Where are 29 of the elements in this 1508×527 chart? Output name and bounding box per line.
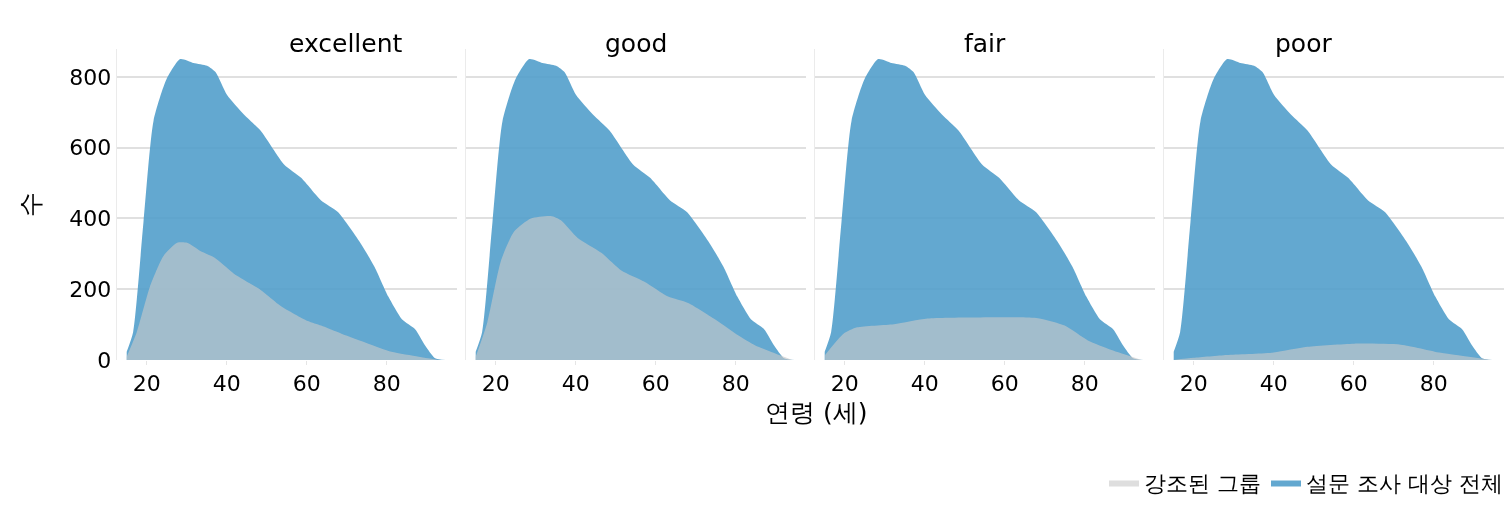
x-tick-label: 20 [132,371,161,397]
x-tick-label: 20 [830,371,859,397]
y-tick-label: 200 [69,276,112,302]
x-axis-title: 연령 (세) [765,398,868,427]
x-tick-label: 40 [910,371,939,397]
y-axis-title: 수 [16,191,46,217]
x-tick-label: 60 [292,371,321,397]
x-tick-label: 60 [641,371,670,397]
chart-title: poor [1275,29,1333,58]
x-tick-label: 40 [1259,371,1288,397]
x-tick-label: 60 [1339,371,1368,397]
x-tick-label: 20 [481,371,510,397]
y-tick-label: 400 [69,206,112,232]
legend-label: 강조된 그룹 [1144,471,1261,497]
x-tick-label: 80 [721,371,750,397]
y-tick-label: 800 [69,64,112,90]
chart-title: good [605,29,668,58]
x-tick-label: 60 [990,371,1019,397]
x-tick-label: 20 [1179,371,1208,397]
y-tick-label: 600 [69,135,112,161]
x-tick-label: 80 [1070,371,1099,397]
x-tick-label: 80 [1419,371,1448,397]
x-tick-label: 80 [372,371,401,397]
x-tick-label: 40 [561,371,590,397]
chart-title: fair [964,29,1007,58]
chart-title: excellent [289,29,403,58]
y-tick-label: 0 [97,347,112,373]
legend-label: 설문 조사 대상 전체 [1306,471,1503,497]
x-tick-label: 40 [212,371,241,397]
